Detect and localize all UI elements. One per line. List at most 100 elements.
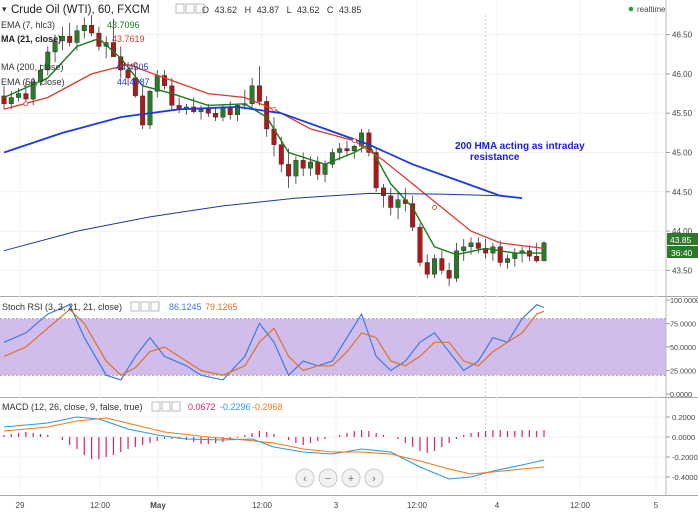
candle-body [475, 242, 481, 249]
countdown-value: 36:40 [671, 248, 693, 258]
price-series-line [3, 37, 544, 256]
realtime-label: realtime [637, 5, 666, 14]
candle-body [286, 164, 292, 177]
ohlc-h-label: H [245, 5, 252, 15]
legend-controls[interactable] [175, 3, 205, 14]
chart-navigation: ‹ − + › [295, 468, 384, 488]
candle-body [213, 113, 219, 118]
stoch-label[interactable]: Stoch RSI (3, 3, 21, 21, close) [2, 302, 122, 312]
scroll-left-button[interactable]: ‹ [295, 468, 315, 488]
candle-body [505, 258, 510, 263]
candle-body [337, 148, 343, 153]
ohlc-open: 43.62 [215, 5, 238, 15]
time-tick-label: 29 [16, 501, 25, 510]
candle-body [132, 77, 138, 97]
candle-body [461, 246, 467, 251]
macd-signal-value: -0.2968 [252, 402, 283, 412]
price-tick-label: 43.50 [672, 266, 693, 275]
price-series-line [3, 192, 501, 252]
candle-body [52, 40, 58, 53]
price-series-line [3, 105, 523, 199]
price-tick-label: 44.00 [672, 227, 693, 236]
symbol-title[interactable]: Crude Oil (WTI), 60, FXCM [11, 4, 150, 16]
last-price-badge [667, 233, 698, 245]
candle-body [235, 105, 240, 115]
time-tick-label: 4 [495, 501, 500, 510]
time-tick-label: 12:00 [252, 501, 273, 510]
settings-icon[interactable] [185, 3, 195, 14]
countdown-badge [667, 246, 698, 258]
candle-body [453, 250, 459, 279]
stoch-series-line [3, 308, 545, 376]
candle-body [278, 144, 284, 165]
ohlc-low: 43.62 [297, 5, 320, 15]
indicator-ema50-label[interactable]: EMA (50, close) [1, 77, 65, 87]
candle-body [388, 195, 394, 208]
candle-body [118, 56, 124, 71]
annotation-line-2: resistance [470, 152, 520, 163]
macd-close-icon[interactable] [171, 401, 181, 412]
ma-marker [271, 106, 277, 112]
stoch-eye-icon[interactable] [130, 301, 140, 312]
ohlc-o-label: O [202, 5, 209, 15]
stoch-series-line [3, 303, 545, 381]
candle-body [534, 256, 540, 262]
candle-body [198, 109, 204, 112]
candle-body [45, 51, 51, 71]
candle-body [329, 152, 335, 165]
indicator-ma200-label[interactable]: MA (200, close) [1, 62, 64, 72]
zoom-out-button[interactable]: − [318, 468, 338, 488]
macd-series-line [3, 416, 545, 480]
candle-body [1, 95, 7, 104]
macd-line-value: -0.2296 [220, 402, 251, 412]
candle-body [380, 187, 386, 196]
candle-body [497, 246, 503, 263]
ohlc-l-label: L [287, 5, 292, 15]
candle-body [89, 25, 95, 34]
time-tick-label: 12:00 [90, 501, 111, 510]
scroll-left-icon: ‹ [303, 473, 307, 485]
candle-body [256, 85, 262, 102]
stoch-tick-label: 100.0000 [670, 296, 698, 305]
ohlc-c-label: C [327, 5, 334, 15]
candle-body [344, 148, 350, 152]
annotation-line-1: 200 HMA acting as intraday [455, 141, 585, 152]
candle-body [81, 25, 87, 31]
zoom-in-button[interactable]: + [341, 468, 361, 488]
ohlc-high: 43.87 [257, 5, 280, 15]
stoch-settings-icon[interactable] [140, 301, 150, 312]
candle-body [293, 160, 299, 177]
macd-settings-icon[interactable] [161, 401, 171, 412]
macd-tick-label: 0.2000 [672, 413, 695, 422]
stoch-tick-label: 75.0000 [670, 320, 696, 329]
indicator-ema7-label[interactable]: EMA (7, hlc3) [1, 20, 55, 30]
macd-plot [3, 416, 545, 480]
stoch-axis-labels: 100.0000 75.0000 50.0000 25.0000 0.0000 [666, 296, 698, 399]
candle-body [432, 258, 438, 275]
chart-annotation[interactable]: 200 HMA acting as intraday resistance [455, 141, 585, 163]
ma-marker [351, 138, 357, 144]
chevron-down-icon[interactable]: ▾ [2, 4, 7, 14]
candle-body [16, 93, 22, 98]
candle-body [125, 69, 131, 79]
candle-body [439, 258, 445, 271]
candle-body [140, 95, 146, 126]
stoch-tick-label: 50.0000 [670, 343, 696, 352]
candle-body [249, 85, 255, 104]
candle-body [30, 81, 36, 100]
stoch-close-icon[interactable] [150, 301, 160, 312]
candle-body [23, 93, 29, 100]
candle-body [169, 85, 175, 106]
candle-body [322, 164, 328, 175]
scroll-right-button[interactable]: › [364, 468, 384, 488]
time-tick-label: 5 [654, 501, 659, 510]
time-tick-label: May [150, 501, 166, 510]
eye-icon[interactable] [175, 3, 185, 14]
macd-eye-icon[interactable] [151, 401, 161, 412]
indicator-ma21-label[interactable]: MA (21, close) [1, 34, 61, 44]
macd-label[interactable]: MACD (12, 26, close, 9, false, true) [2, 402, 143, 412]
close-icon[interactable] [195, 3, 205, 14]
stoch-tick-label: 25.0000 [670, 367, 696, 376]
macd-tick-label: -0.2000 [672, 453, 698, 462]
candle-body [541, 242, 547, 262]
